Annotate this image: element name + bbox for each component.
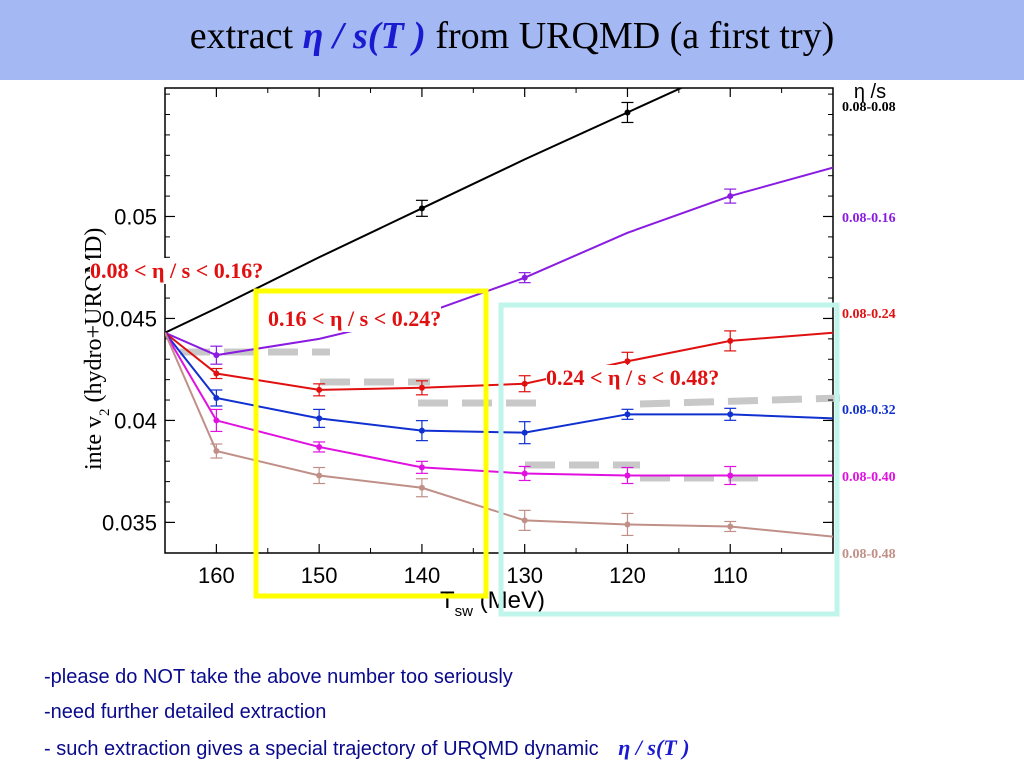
y-tick-label-3: 0.05: [114, 204, 157, 229]
y-tick-label-2: 0.045: [102, 306, 157, 331]
note-3-symbol: η / s(T ): [618, 735, 690, 760]
highlight-box-yellow: [253, 288, 489, 599]
data-point: [418, 484, 425, 491]
note-3: - such extraction gives a special trajec…: [44, 735, 690, 761]
series-line-0.08-0.16: [165, 166, 833, 357]
series-line-0.08-0.48: [165, 332, 833, 538]
data-point: [727, 472, 734, 479]
data-point: [624, 521, 631, 528]
x-tick-label-0: 160: [198, 563, 235, 588]
x-tick-label-2: 140: [404, 563, 441, 588]
annotation-range-1: 0.08 < η / s < 0.16?: [90, 258, 264, 284]
x-tick-label-4: 120: [609, 563, 646, 588]
legend-title: η /s: [854, 81, 886, 103]
data-point: [213, 448, 220, 455]
data-point: [316, 472, 323, 479]
annotation-range-2: 0.16 < η / s < 0.24?: [268, 306, 442, 332]
guide-dash-3: [639, 394, 841, 408]
data-point: [418, 205, 425, 212]
data-point: [727, 193, 734, 200]
x-tick-label-5: 110: [713, 563, 748, 588]
y-tick-label-1: 0.04: [114, 408, 157, 433]
data-point: [521, 517, 528, 524]
plot-area: [165, 88, 833, 538]
data-point: [727, 523, 734, 530]
x-tick-label-3: 130: [506, 563, 543, 588]
series-line-0.08-0.08: [165, 88, 684, 334]
data-point: [521, 470, 528, 477]
title-suffix: from URQMD (a first try): [435, 15, 835, 57]
data-point: [521, 274, 528, 281]
data-point: [418, 427, 425, 434]
data-point: [418, 384, 425, 391]
data-point: [213, 417, 220, 424]
data-point: [624, 358, 631, 365]
data-point: [727, 337, 734, 344]
data-point: [316, 386, 323, 393]
note-1: -please do NOT take the above number too…: [44, 666, 513, 688]
legend-label-0.08-0.08: 0.08-0.08: [842, 100, 896, 115]
data-point: [727, 411, 734, 418]
series-line-0.08-0.32: [165, 332, 833, 434]
annotation-range-3: 0.24 < η / s < 0.48?: [546, 365, 720, 391]
data-point: [624, 411, 631, 418]
x-tick-label-1: 150: [301, 563, 338, 588]
data-point: [521, 429, 528, 436]
note-3-text: - such extraction gives a special trajec…: [44, 738, 599, 760]
y-axis-label: inte v2 (hydro+URQMD): [81, 228, 113, 470]
note-2: -need further detailed extraction: [44, 701, 327, 723]
data-point: [213, 395, 220, 401]
data-point: [213, 370, 220, 377]
data-point: [521, 380, 528, 387]
legend-label-0.08-0.24: 0.08-0.24: [842, 307, 896, 322]
title-prefix: extract: [189, 15, 294, 57]
series-line-0.08-0.24: [165, 331, 833, 391]
y-tick-label-0: 0.035: [102, 510, 157, 535]
series-line-0.08-0.40: [165, 332, 833, 477]
legend-label-0.08-0.40: 0.08-0.40: [842, 470, 896, 485]
data-point: [316, 443, 323, 450]
legend-label-0.08-0.32: 0.08-0.32: [842, 403, 896, 418]
title-bar: [0, 0, 1024, 80]
legend-label-0.08-0.48: 0.08-0.48: [842, 547, 896, 562]
data-point: [624, 472, 631, 479]
data-point: [213, 352, 220, 359]
title-symbol: η / s(T ): [302, 15, 426, 57]
highlight-box-cyan: [498, 302, 840, 617]
slide-title: extract η / s(T ) from URQMD (a first tr…: [0, 14, 1024, 58]
legend-label-0.08-0.16: 0.08-0.16: [842, 211, 896, 226]
data-point: [624, 109, 631, 116]
data-point: [316, 415, 323, 422]
data-point: [418, 464, 425, 471]
